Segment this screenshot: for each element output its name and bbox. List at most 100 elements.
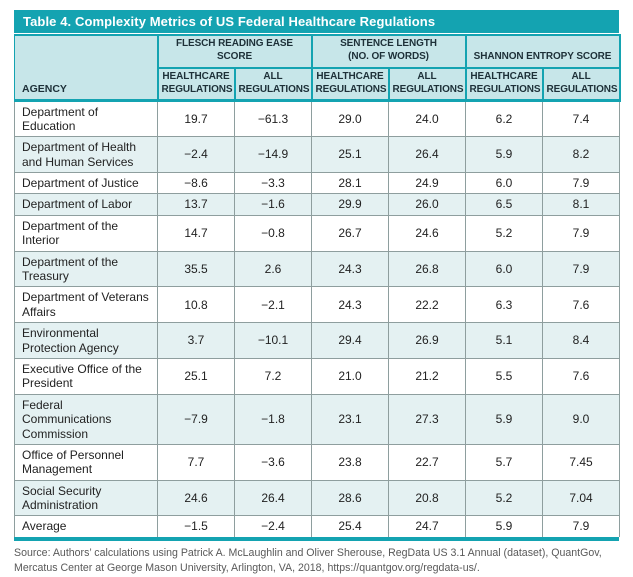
- value-cell: 23.8: [311, 443, 389, 481]
- group-header-row: AGENCY FLESCH READING EASE SCORE SENTENC…: [14, 34, 621, 102]
- value-cell: 10.8: [157, 286, 235, 324]
- value-cell: 24.3: [311, 286, 389, 324]
- agency-cell: Average: [14, 515, 158, 537]
- table-row: Executive Office of the President 25.1 7…: [14, 357, 621, 395]
- value-cell: 5.9: [465, 393, 543, 445]
- value-cell: 7.6: [541, 357, 621, 395]
- value-cell: 5.9: [465, 515, 543, 537]
- agency-cell: Federal Communications Commission: [14, 393, 158, 445]
- value-cell: 19.7: [157, 99, 235, 138]
- group-header-shannon-entropy: SHANNON ENTROPY SCORE: [464, 34, 621, 69]
- sub-header-row: HEALTHCARE REGULATIONS ALL REGULATIONS H…: [15, 67, 621, 102]
- value-cell: 14.7: [157, 214, 235, 252]
- value-cell: 6.0: [465, 250, 543, 288]
- value-cell: 5.5: [465, 357, 543, 395]
- table-row: Social Security Administration 24.6 26.4…: [14, 479, 621, 517]
- agency-cell: Department of the Interior: [14, 214, 158, 252]
- value-cell: 26.8: [388, 250, 466, 288]
- value-cell: 8.2: [541, 136, 621, 174]
- agency-cell: Executive Office of the President: [14, 357, 158, 395]
- value-cell: 24.7: [388, 515, 466, 537]
- value-cell: 25.1: [311, 136, 389, 174]
- table-row: Office of Personnel Management 7.7 −3.6 …: [14, 443, 621, 481]
- value-cell: −1.8: [234, 393, 312, 445]
- value-cell: −10.1: [234, 322, 312, 359]
- value-cell: −8.6: [157, 172, 235, 195]
- value-cell: 24.3: [311, 250, 389, 288]
- value-cell: 7.4: [541, 99, 621, 138]
- value-cell: 7.9: [541, 172, 621, 195]
- table-row: Environmental Protection Agency 3.7 −10.…: [14, 322, 621, 359]
- agency-cell: Department of Health and Human Services: [14, 136, 158, 174]
- table-body: Department of Education 19.7 −61.3 29.0 …: [14, 99, 621, 537]
- table-row: Department of the Interior 14.7 −0.8 26.…: [14, 214, 621, 252]
- subcolumn-header: HEALTHCARE REGULATIONS: [464, 67, 544, 102]
- value-cell: 13.7: [157, 193, 235, 216]
- group-header-sentence-length: SENTENCE LENGTH (NO. OF WORDS): [310, 34, 467, 69]
- value-cell: −3.6: [234, 443, 312, 481]
- subcolumn-header: ALL REGULATIONS: [387, 67, 467, 102]
- value-cell: −14.9: [234, 136, 312, 174]
- table-row: Federal Communications Commission −7.9 −…: [14, 393, 621, 445]
- table-row: Department of Justice −8.6 −3.3 28.1 24.…: [14, 172, 621, 195]
- value-cell: 7.9: [541, 515, 621, 537]
- subcolumn-header: HEALTHCARE REGULATIONS: [156, 67, 236, 102]
- value-cell: 29.0: [311, 99, 389, 138]
- value-cell: 26.7: [311, 214, 389, 252]
- value-cell: 8.4: [541, 322, 621, 359]
- value-cell: 6.5: [465, 193, 543, 216]
- agency-cell: Department of Veterans Affairs: [14, 286, 158, 324]
- value-cell: 5.2: [465, 214, 543, 252]
- value-cell: 23.1: [311, 393, 389, 445]
- subcolumn-header: ALL REGULATIONS: [233, 67, 313, 102]
- value-cell: 5.2: [465, 479, 543, 517]
- value-cell: 9.0: [541, 393, 621, 445]
- subcolumn-header: HEALTHCARE REGULATIONS: [310, 67, 390, 102]
- value-cell: −0.8: [234, 214, 312, 252]
- value-cell: 22.7: [388, 443, 466, 481]
- value-cell: 28.6: [311, 479, 389, 517]
- agency-cell: Department of the Treasury: [14, 250, 158, 288]
- agency-cell: Department of Education: [14, 99, 158, 138]
- table-title-bar: Table 4. Complexity Metrics of US Federa…: [14, 10, 619, 34]
- table-row-average: Average −1.5 −2.4 25.4 24.7 5.9 7.9: [14, 515, 621, 537]
- value-cell: −1.5: [157, 515, 235, 537]
- value-cell: 26.4: [388, 136, 466, 174]
- value-cell: 24.6: [388, 214, 466, 252]
- value-cell: 7.9: [541, 250, 621, 288]
- value-cell: 3.7: [157, 322, 235, 359]
- value-cell: 5.7: [465, 443, 543, 481]
- value-cell: 5.9: [465, 136, 543, 174]
- value-cell: 24.0: [388, 99, 466, 138]
- subcolumn-header: ALL REGULATIONS: [541, 67, 621, 102]
- value-cell: −61.3: [234, 99, 312, 138]
- table-row: Department of Labor 13.7 −1.6 29.9 26.0 …: [14, 193, 621, 216]
- value-cell: 26.0: [388, 193, 466, 216]
- value-cell: −2.4: [234, 515, 312, 537]
- agency-cell: Department of Labor: [14, 193, 158, 216]
- value-cell: 6.0: [465, 172, 543, 195]
- value-cell: −1.6: [234, 193, 312, 216]
- value-cell: 8.1: [541, 193, 621, 216]
- value-cell: 28.1: [311, 172, 389, 195]
- table-row: Department of the Treasury 35.5 2.6 24.3…: [14, 250, 621, 288]
- source-note: Source: Authors’ calculations using Patr…: [14, 546, 602, 575]
- agency-cell: Office of Personnel Management: [14, 443, 158, 481]
- value-cell: 7.2: [234, 357, 312, 395]
- value-cell: 7.6: [541, 286, 621, 324]
- complexity-metrics-table: AGENCY FLESCH READING EASE SCORE SENTENC…: [14, 34, 621, 537]
- value-cell: −3.3: [234, 172, 312, 195]
- value-cell: 25.1: [157, 357, 235, 395]
- value-cell: 26.4: [234, 479, 312, 517]
- table-row: Department of Veterans Affairs 10.8 −2.1…: [14, 286, 621, 324]
- value-cell: 21.2: [388, 357, 466, 395]
- value-cell: 6.3: [465, 286, 543, 324]
- value-cell: −2.1: [234, 286, 312, 324]
- value-cell: 35.5: [157, 250, 235, 288]
- value-cell: 29.9: [311, 193, 389, 216]
- value-cell: 7.7: [157, 443, 235, 481]
- table-row: Department of Education 19.7 −61.3 29.0 …: [14, 99, 621, 138]
- agency-cell: Social Security Administration: [14, 479, 158, 517]
- agency-cell: Department of Justice: [14, 172, 158, 195]
